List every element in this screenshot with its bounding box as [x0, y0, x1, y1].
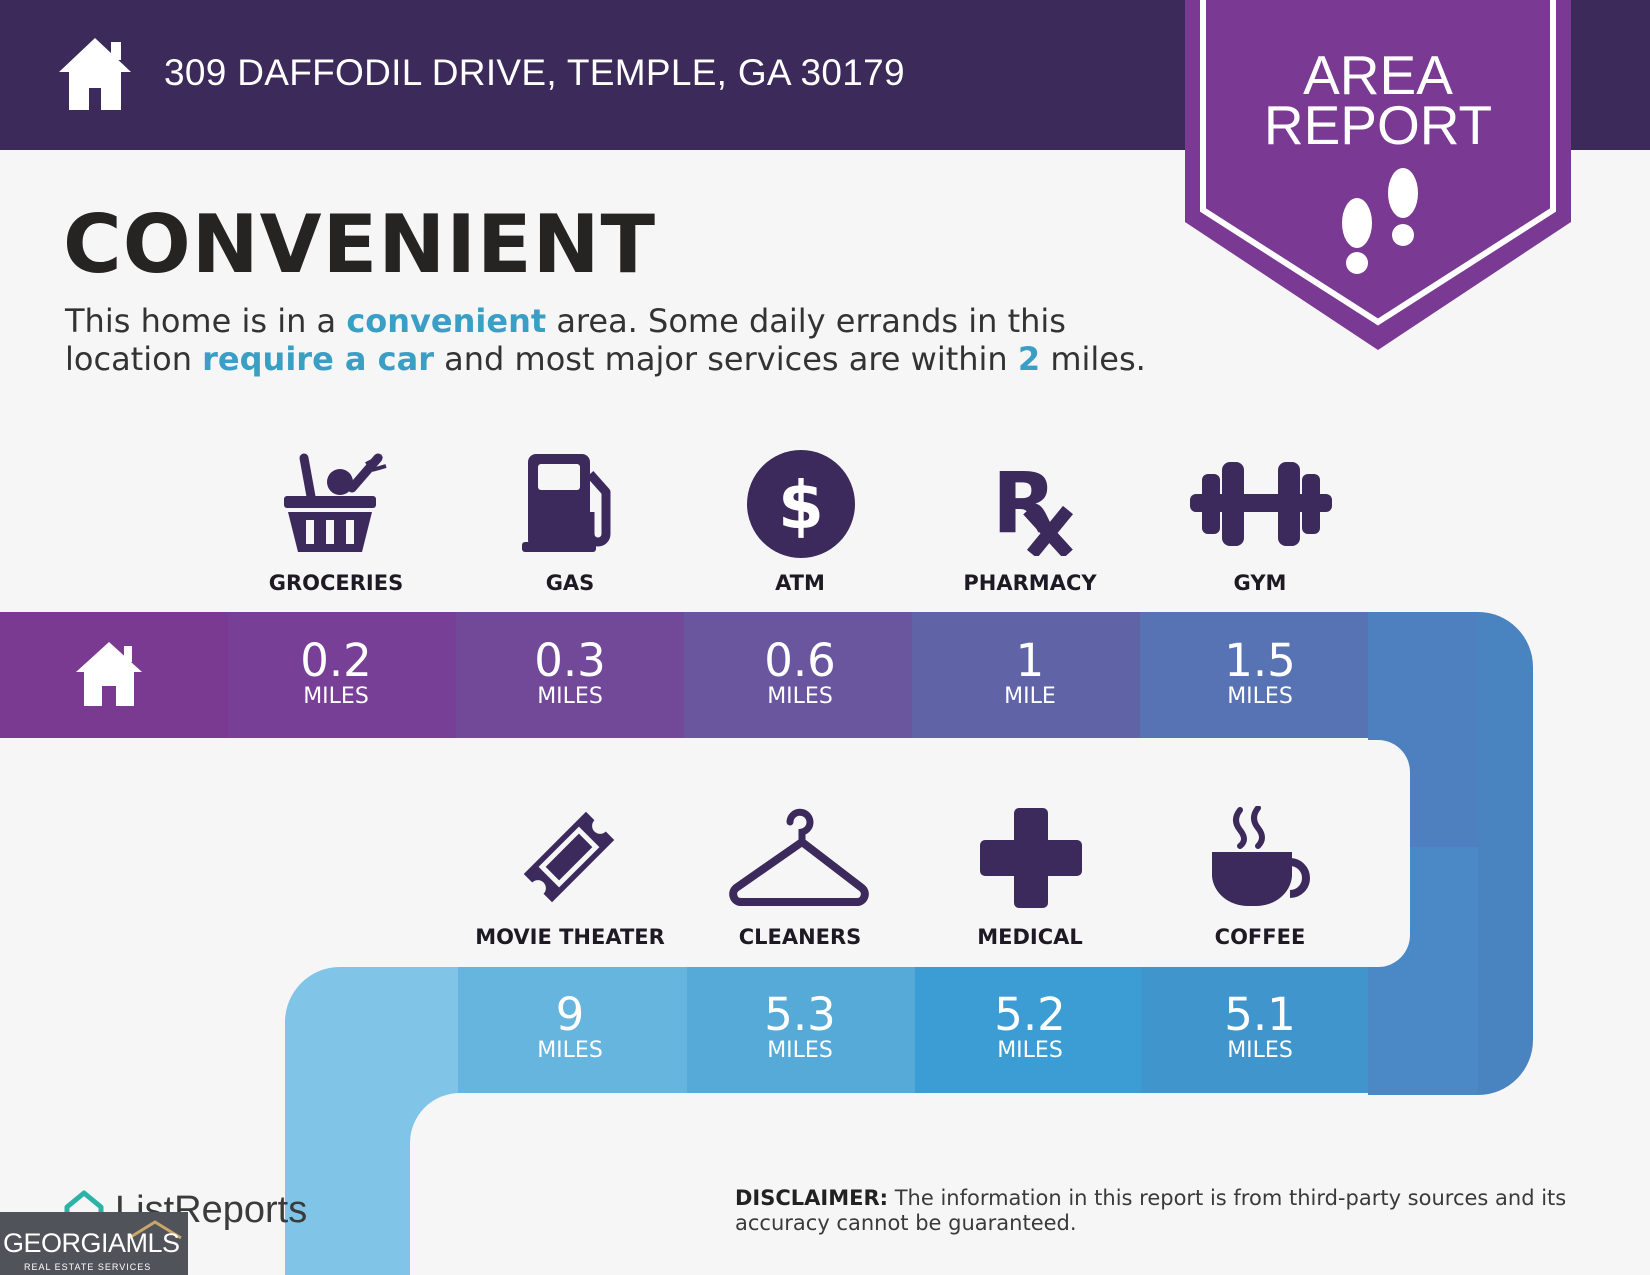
label-medical: MEDICAL — [977, 925, 1083, 949]
page-title: CONVENIENT — [63, 198, 657, 291]
distance-unit: MILES — [767, 684, 833, 709]
property-address: 309 DAFFODIL DRIVE, TEMPLE, GA 30179 — [164, 52, 905, 93]
desc-part-5: and most major services are within — [433, 340, 1018, 378]
ticket-icon — [523, 811, 615, 903]
disclaimer-text: The information in this report is from t… — [735, 1186, 1567, 1235]
label-pharmacy: PHARMACY — [963, 571, 1097, 595]
label-gas: GAS — [545, 571, 595, 595]
distance-value: 9 — [555, 988, 585, 1041]
distance-value: 0.2 — [300, 634, 372, 687]
area-report-badge — [1185, 0, 1571, 350]
badge-title: AREA REPORT — [1183, 44, 1573, 156]
distance-groceries: 0.2 MILES — [221, 637, 451, 709]
distance-atm: 0.6 MILES — [685, 637, 915, 709]
distance-value: 1.5 — [1224, 634, 1296, 687]
roof-icon — [128, 1220, 182, 1240]
distance-gym: 1.5 MILES — [1145, 637, 1375, 709]
label-gym: GYM — [1233, 571, 1287, 595]
badge-line-2: REPORT — [1263, 94, 1493, 156]
distance-cleaners: 5.3 MILES — [685, 991, 915, 1063]
distance-unit: MILES — [1227, 684, 1293, 709]
distance-unit: MILES — [767, 1038, 833, 1063]
desc-part-3: area. Some daily errands in this locatio… — [65, 302, 1066, 378]
distance-unit: MILES — [537, 1038, 603, 1063]
distance-unit: MILES — [997, 1038, 1063, 1063]
label-movie-theater: MOVIE THEATER — [475, 925, 665, 949]
house-icon — [59, 38, 131, 110]
desc-part-7: miles. — [1040, 340, 1146, 378]
distance-pharmacy: 1 MILE — [915, 637, 1145, 709]
distance-unit: MILES — [1227, 1038, 1293, 1063]
georgia-mls-subtext: REAL ESTATE SERVICES — [24, 1262, 152, 1272]
distance-unit: MILES — [537, 684, 603, 709]
distance-value: 1 — [1015, 634, 1045, 687]
desc-highlight-convenient: convenient — [346, 302, 547, 340]
distance-coffee: 5.1 MILES — [1145, 991, 1375, 1063]
distance-value: 5.2 — [994, 988, 1066, 1041]
footprints-icon — [1342, 168, 1418, 274]
disclaimer: DISCLAIMER: The information in this repo… — [735, 1186, 1595, 1236]
desc-highlight-miles: 2 — [1017, 340, 1041, 378]
distance-value: 5.3 — [764, 988, 836, 1041]
distance-value: 0.6 — [764, 634, 836, 687]
distance-value: 0.3 — [534, 634, 606, 687]
dollar-icon: $ — [747, 450, 855, 558]
badge-line-1: AREA — [1303, 44, 1453, 106]
georgia-mls-text: GEORGIAMLS — [3, 1228, 180, 1258]
distance-movie-theater: 9 MILES — [455, 991, 685, 1063]
hanger-icon — [729, 808, 869, 906]
grocery-basket-icon — [284, 453, 387, 552]
desc-highlight-car: require a car — [202, 340, 434, 378]
distance-medical: 5.2 MILES — [915, 991, 1145, 1063]
label-cleaners: CLEANERS — [738, 925, 862, 949]
label-coffee: COFFEE — [1214, 925, 1306, 949]
distance-unit: MILE — [1004, 684, 1056, 709]
svg-text:$: $ — [778, 467, 824, 544]
georgia-mls-logo: GEORGIAMLS REAL ESTATE SERVICES — [0, 1212, 188, 1275]
distance-value: 5.1 — [1224, 988, 1296, 1041]
label-groceries: GROCERIES — [268, 571, 404, 595]
gas-pump-icon — [522, 454, 611, 552]
rx-icon: R — [992, 454, 1074, 556]
desc-part-1: This home is in a — [65, 302, 347, 340]
label-atm: ATM — [775, 571, 825, 595]
home-start-icon — [76, 642, 142, 706]
distance-unit: MILES — [303, 684, 369, 709]
medical-cross-icon — [980, 808, 1082, 908]
coffee-cup-icon — [1212, 806, 1310, 907]
description: This home is in a convenient area. Some … — [65, 302, 1165, 378]
disclaimer-label: DISCLAIMER: — [735, 1186, 889, 1210]
dumbbell-icon — [1190, 462, 1332, 546]
distance-gas: 0.3 MILES — [455, 637, 685, 709]
